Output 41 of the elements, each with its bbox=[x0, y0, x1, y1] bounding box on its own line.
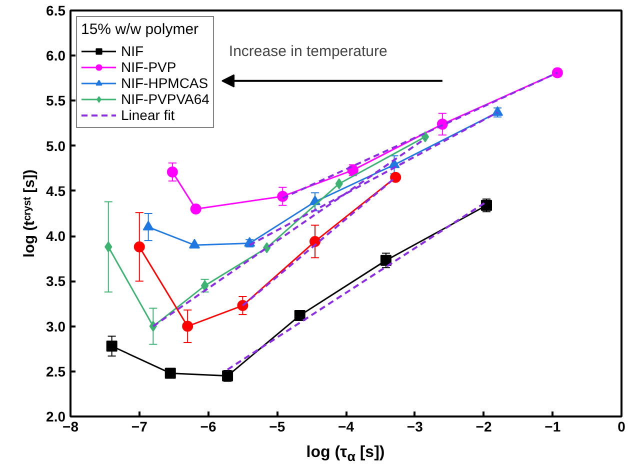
x-tick-label: −3 bbox=[406, 418, 424, 434]
y-tick-label: 2.0 bbox=[46, 408, 66, 424]
x-tick-label: −4 bbox=[338, 418, 354, 434]
x-tick-label: −7 bbox=[131, 418, 148, 434]
x-tick-label: −1 bbox=[544, 418, 561, 434]
point bbox=[188, 238, 200, 248]
x-tick-label: 0 bbox=[618, 418, 626, 434]
y-tick-label: 4.5 bbox=[46, 182, 66, 199]
point bbox=[380, 254, 392, 266]
point bbox=[106, 340, 118, 352]
point bbox=[190, 204, 202, 214]
y-tick-label: 3.5 bbox=[46, 273, 66, 290]
x-tick-label: −6 bbox=[200, 418, 216, 434]
point bbox=[552, 67, 563, 78]
legend-label: NIF-PVP bbox=[121, 59, 176, 75]
y-tick-label: 2.5 bbox=[46, 363, 66, 380]
x-axis-title: log (τ$_{α}$ [s]) bbox=[306, 444, 385, 466]
legend-label: NIF bbox=[121, 43, 144, 59]
y-tick-label: 6.5 bbox=[46, 2, 66, 18]
y-tick-label: 3.0 bbox=[46, 318, 66, 334]
x-tick-label: −5 bbox=[269, 418, 286, 434]
legend-label: NIF-PVPVA64 bbox=[121, 91, 210, 107]
x-tick-label: −2 bbox=[476, 418, 492, 434]
point bbox=[166, 166, 178, 178]
point bbox=[134, 241, 145, 252]
point bbox=[182, 320, 194, 332]
point bbox=[164, 368, 176, 379]
legend-label: Linear fit bbox=[121, 107, 175, 123]
legend-title: 15% w/w polymer bbox=[81, 21, 200, 38]
y-axis-title: log (tᶜʳʸˢᵗ [s]) bbox=[21, 170, 38, 258]
y-tick-label: 5.5 bbox=[46, 92, 66, 109]
y-tick-label: 6.0 bbox=[46, 48, 66, 64]
point bbox=[421, 131, 430, 142]
point bbox=[390, 172, 402, 183]
point bbox=[262, 242, 271, 254]
y-tick-label: 5.0 bbox=[46, 138, 66, 154]
point bbox=[142, 220, 154, 230]
point bbox=[294, 310, 306, 321]
legend-label: NIF-HPMCAS bbox=[121, 75, 208, 91]
y-tick-label: 4.0 bbox=[46, 228, 66, 244]
annotation: Increase in temperature bbox=[228, 43, 388, 60]
